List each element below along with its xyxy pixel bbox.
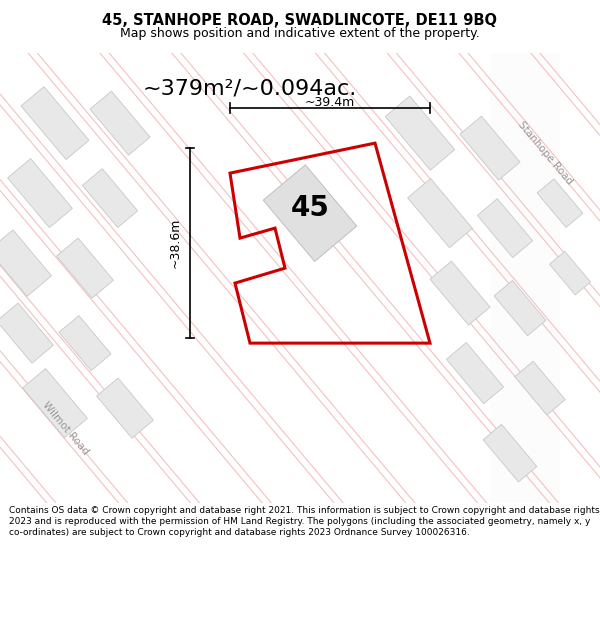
Polygon shape <box>23 369 88 438</box>
Text: Contains OS data © Crown copyright and database right 2021. This information is : Contains OS data © Crown copyright and d… <box>9 506 599 537</box>
Polygon shape <box>490 53 560 503</box>
Polygon shape <box>82 169 137 228</box>
Polygon shape <box>515 361 565 415</box>
Polygon shape <box>446 342 503 404</box>
Polygon shape <box>0 303 53 363</box>
Polygon shape <box>59 316 111 371</box>
Polygon shape <box>460 116 520 180</box>
Polygon shape <box>56 238 113 298</box>
Polygon shape <box>21 87 89 159</box>
Text: 45, STANHOPE ROAD, SWADLINCOTE, DE11 9BQ: 45, STANHOPE ROAD, SWADLINCOTE, DE11 9BQ <box>103 13 497 28</box>
Text: Stanhope Road: Stanhope Road <box>516 119 574 187</box>
Polygon shape <box>407 179 472 248</box>
Text: ~38.6m: ~38.6m <box>169 218 182 268</box>
Text: Wilmot Road: Wilmot Road <box>40 399 90 457</box>
Polygon shape <box>550 251 590 295</box>
Polygon shape <box>537 179 583 227</box>
Text: Map shows position and indicative extent of the property.: Map shows position and indicative extent… <box>120 27 480 40</box>
Text: ~379m²/~0.094ac.: ~379m²/~0.094ac. <box>143 78 357 98</box>
Text: 45: 45 <box>290 194 329 222</box>
Text: ~39.4m: ~39.4m <box>305 96 355 109</box>
Polygon shape <box>494 281 546 336</box>
Polygon shape <box>263 165 357 261</box>
Polygon shape <box>8 159 73 228</box>
Polygon shape <box>483 424 537 482</box>
Polygon shape <box>430 261 490 325</box>
Polygon shape <box>90 91 150 155</box>
Polygon shape <box>478 199 533 258</box>
Polygon shape <box>0 230 52 296</box>
Polygon shape <box>385 96 455 170</box>
Polygon shape <box>97 378 154 438</box>
